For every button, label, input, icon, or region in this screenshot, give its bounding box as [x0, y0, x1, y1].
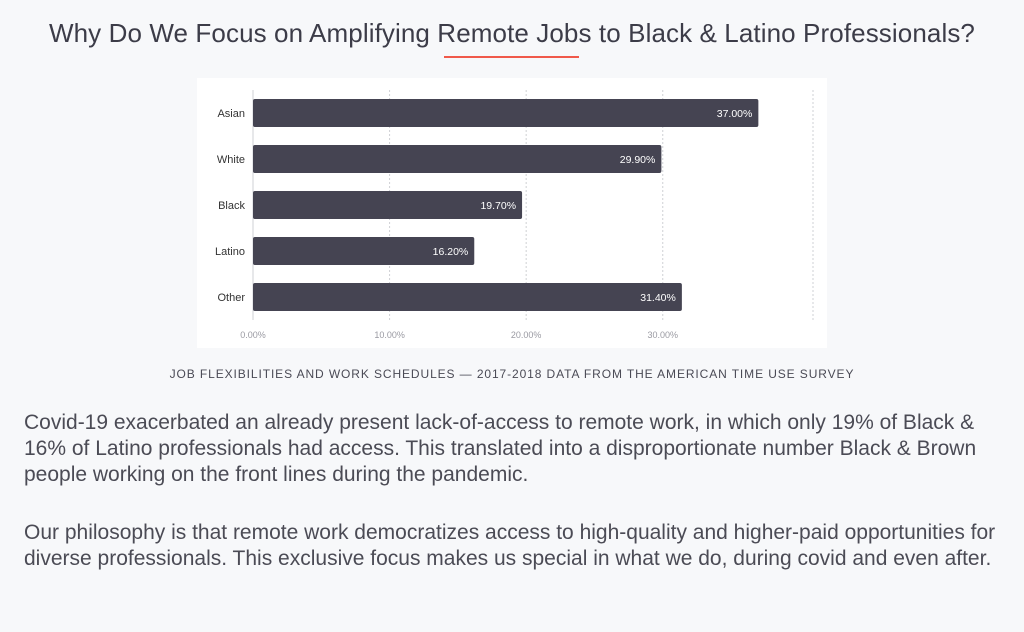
category-label-asian: Asian [217, 108, 245, 120]
category-label-latino: Latino [215, 246, 245, 258]
title-underline [444, 56, 579, 58]
chart-card: Asian 37.00% White 29.90% Black 19.70% Latino 1… [197, 78, 827, 348]
bar-chart: Asian 37.00% White 29.90% Black 19.70% Latino 1… [215, 90, 814, 340]
bar-asian [253, 99, 759, 127]
category-label-black: Black [218, 200, 245, 212]
category-label-other: Other [217, 292, 245, 304]
paragraph-covid: Covid-19 exacerbated an already present … [24, 411, 977, 486]
page-title: Why Do We Focus on Amplifying Remote Job… [48, 18, 975, 48]
x-tick-label-10: 10.00% [374, 330, 405, 340]
bar-latino [253, 237, 475, 265]
value-label-asian: 37.00% [717, 108, 753, 120]
bar-other [253, 283, 682, 311]
chart-caption: JOB FLEXIBILITIES AND WORK SCHEDULES — 2… [169, 367, 855, 381]
value-label-white: 29.90% [620, 154, 656, 166]
bar-black [253, 191, 523, 219]
value-label-latino: 16.20% [433, 246, 469, 258]
category-label-white: White [217, 154, 245, 166]
paragraph-philosophy: Our philosophy is that remote work democ… [24, 521, 996, 570]
x-tick-label-0: 0.00% [240, 330, 266, 340]
value-label-other: 31.40% [640, 292, 676, 304]
x-tick-label-20: 20.00% [511, 330, 542, 340]
bar-white [253, 145, 662, 173]
x-tick-label-30: 30.00% [647, 330, 678, 340]
value-label-black: 19.70% [480, 200, 516, 212]
